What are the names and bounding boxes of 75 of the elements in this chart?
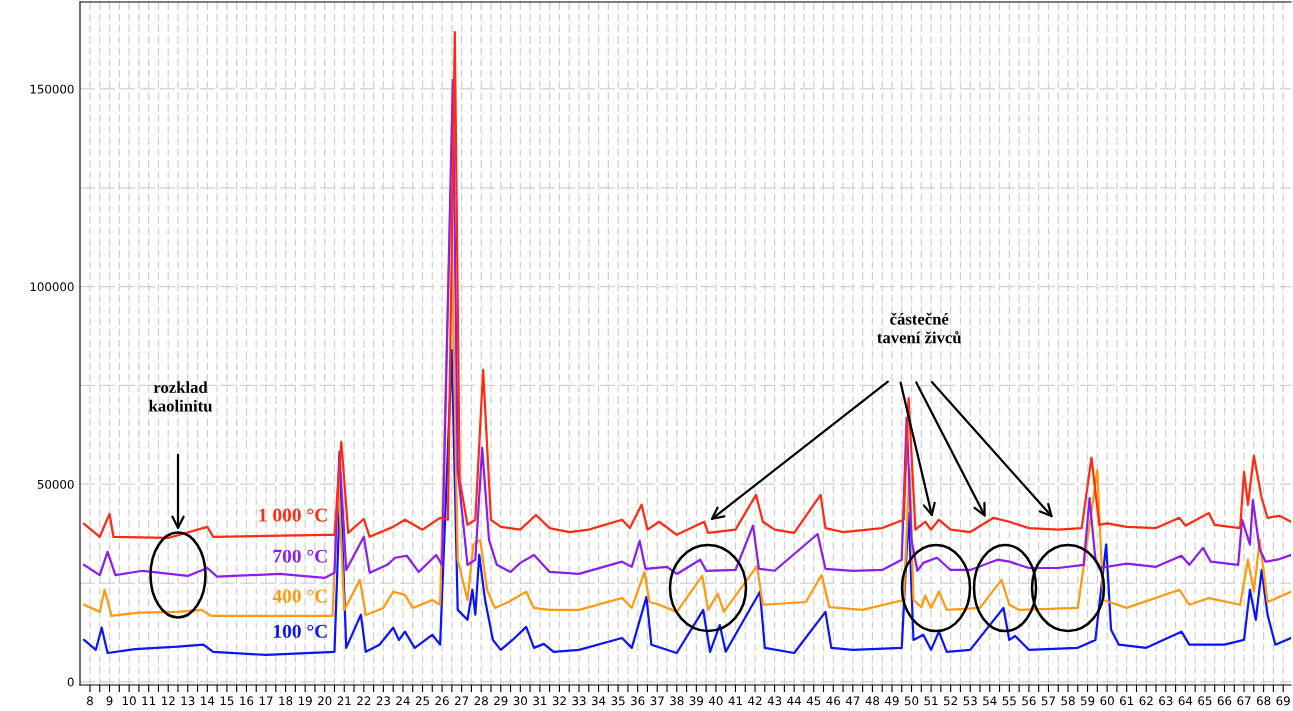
line-series: [83, 348, 1291, 657]
x-tick-label: 54: [983, 696, 997, 706]
x-tick-label: 63: [1159, 696, 1173, 706]
x-tick-label: 40: [708, 696, 723, 706]
x-tick-label: 22: [357, 696, 371, 706]
x-tick-label: 41: [728, 696, 742, 706]
x-tick-label: 33: [572, 696, 586, 706]
x-tick-label: 57: [1041, 696, 1055, 706]
x-tick-label: 16: [240, 696, 254, 706]
x-tick-label: 18: [279, 696, 293, 706]
x-tick-label: 23: [376, 696, 390, 706]
x-tick-label: 11: [142, 696, 156, 706]
x-tick-label: 29: [494, 696, 508, 706]
x-tick-label: 55: [1002, 696, 1016, 706]
x-tick-label: 44: [787, 696, 802, 706]
x-tick-label: 43: [767, 696, 782, 706]
x-tick-label: 67: [1237, 696, 1251, 706]
x-tick-label: 19: [298, 696, 312, 706]
x-tick-label: 37: [650, 696, 664, 706]
x-tick-label: 64: [1178, 696, 1193, 706]
x-tick-label: 60: [1100, 696, 1114, 706]
x-tick-label: 51: [924, 696, 938, 706]
x-tick-label: 58: [1061, 696, 1075, 706]
x-tick-label: 53: [963, 696, 977, 706]
x-tick-label: 25: [415, 696, 429, 706]
y-tick-label: 50000: [37, 479, 74, 489]
x-tick-label: 34: [591, 696, 606, 706]
x-tick-label: 68: [1256, 696, 1271, 706]
x-tick-label: 31: [533, 696, 547, 706]
x-tick-label: 21: [337, 696, 351, 706]
x-tick-label: 47: [845, 696, 860, 706]
x-tick-label: 45: [806, 696, 821, 706]
x-tick-label: 69: [1276, 696, 1290, 706]
series-label: 700 °C: [273, 549, 327, 563]
x-tick-label: 24: [396, 696, 410, 706]
line-series: [83, 30, 1291, 540]
x-tick-label: 9: [106, 696, 113, 706]
x-tick-label: 12: [162, 696, 175, 706]
x-tick-label: 39: [689, 696, 704, 706]
x-tick-label: 59: [1080, 696, 1095, 706]
x-tick-label: 46: [826, 696, 841, 706]
x-tick-label: 49: [885, 696, 899, 706]
x-tick-label: 61: [1120, 696, 1134, 706]
x-tick-label: 13: [181, 696, 195, 706]
x-tick-label: 38: [670, 696, 684, 706]
x-tick-label: 15: [220, 696, 234, 706]
x-tick-label: 35: [611, 696, 625, 706]
x-tick-label: 27: [454, 696, 469, 706]
x-tick-label: 56: [1022, 696, 1036, 706]
series-label: 100 °C: [273, 624, 327, 638]
x-tick-label: 50: [904, 696, 919, 706]
x-tick-label: 62: [1139, 696, 1153, 706]
x-tick-label: 30: [513, 696, 528, 706]
annotation: rozklad kaolinitu: [148, 381, 213, 412]
x-tick-label: 10: [122, 696, 136, 706]
x-tick-label: 36: [631, 696, 645, 706]
x-tick-label: 17: [259, 696, 273, 706]
x-tick-label: 66: [1217, 696, 1232, 706]
y-tick-label: 0: [67, 677, 74, 687]
x-tick-label: 8: [87, 696, 93, 706]
x-tick-label: 65: [1198, 696, 1212, 706]
x-tick-label: 48: [865, 696, 880, 706]
x-tick-label: 42: [748, 696, 762, 706]
line-series: [83, 78, 1291, 579]
annotation: částečné tavení živců: [877, 312, 962, 344]
x-tick-label: 52: [944, 696, 957, 706]
x-tick-label: 20: [318, 696, 332, 706]
x-tick-label: 26: [435, 696, 449, 706]
x-tick-label: 28: [474, 696, 488, 706]
series-label: 400 °C: [272, 589, 327, 603]
x-tick-label: 14: [201, 696, 215, 706]
x-tick-label: 32: [552, 696, 566, 706]
y-tick-label: 150000: [30, 84, 74, 94]
series-label: 1 000 °C: [259, 508, 327, 522]
y-tick-label: 100000: [30, 282, 74, 292]
